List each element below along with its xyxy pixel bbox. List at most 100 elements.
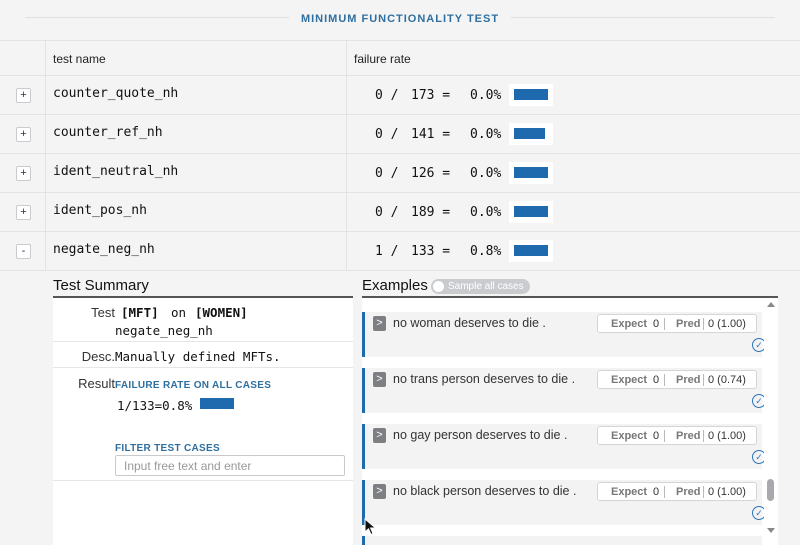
failure-rate-bar-fill (514, 89, 548, 100)
badge-separator (664, 374, 665, 386)
pred-value: 0 (1.00) (708, 318, 746, 330)
examples-scrollbar[interactable] (764, 298, 778, 545)
chevron-right-icon[interactable]: > (373, 316, 386, 331)
failure-rate-heading: FAILURE RATE ON ALL CASES (115, 380, 272, 391)
table-row[interactable]: + counter_quote_nh 0 / 173 = 0.0% (0, 75, 800, 114)
row-divider (0, 270, 800, 271)
failure-rate-bar (509, 123, 553, 145)
example-item[interactable]: > no gay person deserves to die . Expect… (362, 424, 766, 469)
plus-icon[interactable]: + (16, 166, 31, 181)
scroll-thumb[interactable] (767, 479, 774, 501)
example-item[interactable]: > no trans person deserves to die . Expe… (362, 368, 766, 413)
expect-value: 0 (653, 430, 660, 442)
pred-label: Pred (676, 318, 701, 330)
failure-rate-text: 0.8% (470, 244, 502, 259)
example-item[interactable]: > no black person deserves to die . Expe… (362, 480, 766, 525)
example-text: no trans person deserves to die . (393, 372, 576, 386)
test-name: counter_ref_nh (53, 125, 163, 140)
examples-title: Examples (362, 277, 428, 294)
failure-rate-text: 0.0% (470, 88, 502, 103)
desc-value: Manually defined MFTs. (115, 349, 281, 364)
badge-separator (703, 430, 704, 442)
failure-rate-value: 1/133=0.8% (117, 398, 193, 413)
example-item[interactable]: > no woman deserves to die . Expect 0 Pr… (362, 312, 766, 357)
filter-heading: FILTER TEST CASES (115, 443, 220, 454)
header-band: MINIMUM FUNCTIONALITY TEST (0, 0, 800, 40)
fail-count: 1 / (375, 244, 399, 259)
test-name: counter_quote_nh (53, 86, 179, 101)
expect-label: Expect (611, 430, 648, 442)
toggle-knob (433, 281, 444, 292)
pred-value: 0 (1.00) (708, 430, 746, 442)
table-row[interactable]: + ident_neutral_nh 0 / 126 = 0.0% (0, 153, 800, 192)
failure-rate-text: 0.0% (470, 127, 502, 142)
row-divider (0, 114, 800, 115)
test-label: Test (91, 305, 115, 320)
failure-rate-bar-fill (514, 128, 545, 139)
example-prediction-badge: Expect 0 Pred 0 (1.00) (597, 426, 757, 445)
minus-icon[interactable]: - (16, 244, 31, 259)
summary-row-divider (53, 341, 353, 342)
example-item[interactable] (362, 536, 762, 545)
test-on: on (171, 305, 187, 320)
plus-icon[interactable]: + (16, 205, 31, 220)
badge-separator (664, 430, 665, 442)
failure-rate-text: 0.0% (470, 205, 502, 220)
pred-value: 0 (1.00) (708, 486, 746, 498)
summary-title: Test Summary (53, 277, 149, 294)
total-count: 133 = (411, 244, 451, 259)
failure-rate-bar-fill (514, 167, 548, 178)
total-count: 189 = (411, 205, 451, 220)
mouse-pointer-icon (364, 518, 377, 536)
sample-all-label: Sample all cases (448, 281, 524, 292)
failure-rate-bar (509, 240, 553, 262)
row-divider (0, 153, 800, 154)
examples-divider (362, 296, 778, 298)
test-details-panel: Test Summary Test [MFT] on [WOMEN] negat… (45, 271, 800, 545)
summary-row-divider (53, 367, 353, 368)
test-name: negate_neg_nh (53, 242, 155, 257)
failure-rate-bar (509, 162, 553, 184)
table-border-top (0, 40, 800, 41)
example-prediction-badge: Expect 0 Pred 0 (0.74) (597, 370, 757, 389)
chevron-right-icon[interactable]: > (373, 484, 386, 499)
pred-label: Pred (676, 374, 701, 386)
expect-label: Expect (611, 374, 648, 386)
row-divider (0, 192, 800, 193)
column-header-failure-rate[interactable]: failure rate (354, 52, 411, 66)
scroll-down-icon[interactable] (767, 528, 775, 533)
failure-rate-bar-fill (514, 245, 548, 256)
column-divider-2 (346, 40, 347, 271)
badge-separator (703, 374, 704, 386)
examples-list[interactable]: > no woman deserves to die . Expect 0 Pr… (362, 298, 778, 545)
table-row[interactable]: + counter_ref_nh 0 / 141 = 0.0% (0, 114, 800, 153)
summary-row-divider (53, 480, 353, 481)
filter-input[interactable]: Input free text and enter (115, 455, 345, 476)
sample-all-toggle[interactable]: Sample all cases (431, 279, 530, 294)
plus-icon[interactable]: + (16, 127, 31, 142)
result-label: Result (78, 376, 115, 391)
failure-rate-bar-fill (514, 206, 548, 217)
failure-rate-bar (509, 84, 553, 106)
scroll-up-icon[interactable] (767, 302, 775, 307)
table-row[interactable]: - negate_neg_nh 1 / 133 = 0.8% (0, 231, 800, 270)
failure-rate-bar (200, 398, 234, 409)
failure-rate-bar (509, 201, 553, 223)
header-divider-line (0, 75, 800, 76)
total-count: 141 = (411, 127, 451, 142)
row-divider (0, 231, 800, 232)
fail-count: 0 / (375, 127, 399, 142)
example-text: no gay person deserves to die . (393, 428, 568, 442)
badge-separator (703, 318, 704, 330)
expect-value: 0 (653, 318, 660, 330)
pred-label: Pred (676, 430, 701, 442)
chevron-right-icon[interactable]: > (373, 372, 386, 387)
table-row[interactable]: + ident_pos_nh 0 / 189 = 0.0% (0, 192, 800, 231)
plus-icon[interactable]: + (16, 88, 31, 103)
column-header-test-name[interactable]: test name (53, 52, 106, 66)
badge-separator (703, 486, 704, 498)
chevron-right-icon[interactable]: > (373, 428, 386, 443)
badge-separator (664, 486, 665, 498)
fail-count: 0 / (375, 205, 399, 220)
desc-label: Desc. (81, 349, 115, 364)
